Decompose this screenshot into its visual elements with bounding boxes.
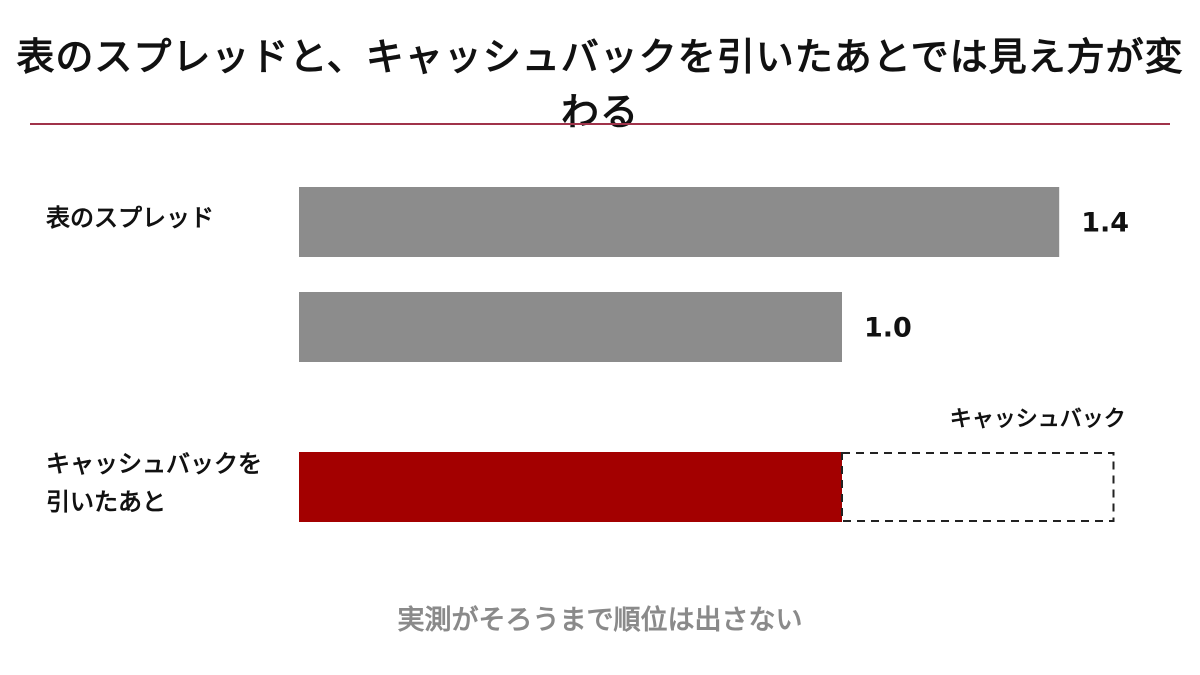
- value-label: 1.0: [864, 313, 912, 344]
- bar: [299, 292, 842, 362]
- title: 表のスプレッドと、キャッシュバックを引いたあとでは見え方が変わる: [16, 35, 1184, 134]
- segment-label: キャッシュバック: [950, 407, 1126, 432]
- category-label: キャッシュバックを引いたあと: [46, 450, 262, 516]
- value-label: 1.4: [1081, 208, 1129, 239]
- divider: [30, 123, 1170, 125]
- footnote: 実測がそろうまで順位は出さない: [397, 605, 803, 636]
- bar: [299, 187, 1060, 257]
- stacked-segment: [841, 452, 1115, 522]
- category-label: 表のスプレッド: [46, 204, 214, 232]
- bar: [299, 452, 842, 522]
